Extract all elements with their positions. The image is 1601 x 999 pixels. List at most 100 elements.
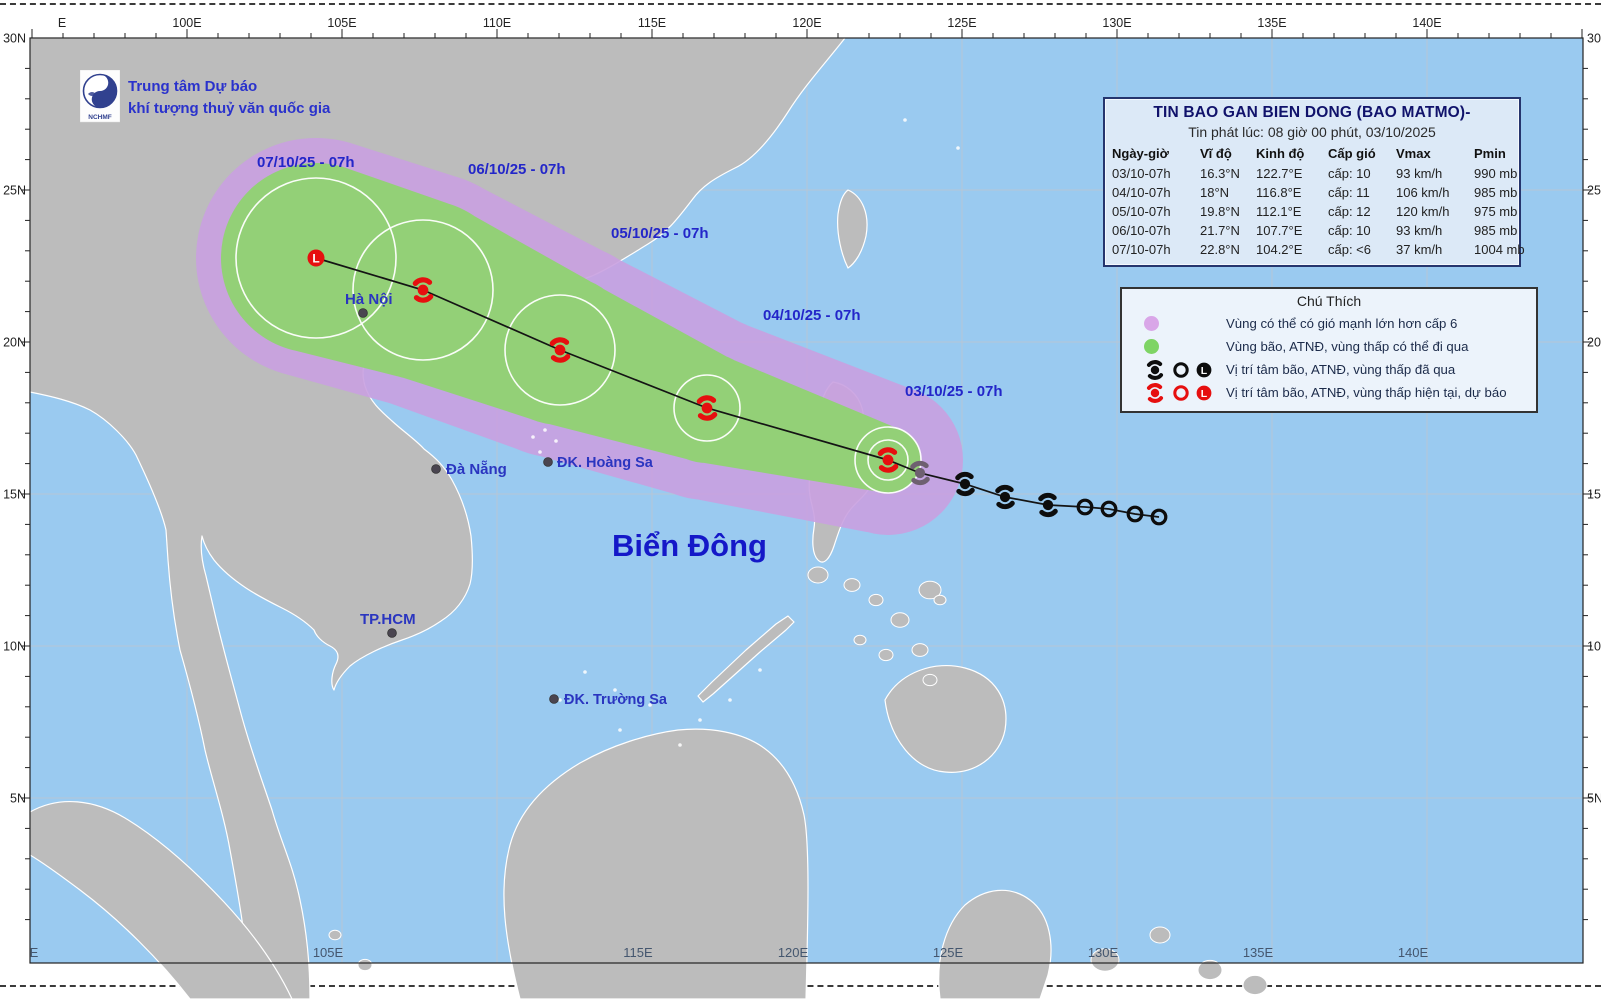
- forecast-table-cell: 93 km/h: [1396, 165, 1443, 181]
- landmass: [503, 728, 809, 999]
- track-date-label: 04/10/25 - 07h: [763, 307, 861, 324]
- landmass: [697, 615, 795, 703]
- island: [807, 566, 829, 584]
- axis-label-left: 25N: [3, 184, 26, 198]
- track-date-label: 03/10/25 - 07h: [905, 383, 1003, 400]
- agency-name-line1: Trung tâm Dự báo: [128, 78, 258, 95]
- islet-dot: [728, 698, 732, 702]
- current-position-ring: [854, 426, 922, 494]
- forecast-typhoon-icon: [412, 277, 434, 303]
- island: [1197, 959, 1223, 981]
- track-date-label: 05/10/25 - 07h: [611, 225, 709, 242]
- axis-label-left: 10N: [3, 640, 26, 654]
- forecast-table-cell: 985 mb: [1474, 184, 1518, 200]
- island: [890, 612, 910, 628]
- islet-dot: [956, 146, 960, 150]
- city-dot: [358, 308, 368, 318]
- green-area-swatch-icon: [1144, 339, 1159, 354]
- legend-item: Vùng bão, ATNĐ, vùng thấp có thể đi qua: [1130, 335, 1528, 358]
- forecast-table-header: Ngày-giờ: [1112, 146, 1169, 161]
- forecast-table: Ngày-giờ Vĩ độ Kinh độ Cấp gió Vmax Pmin 03/10…: [1112, 144, 1525, 258]
- legend-item-label: Vị trí tâm bão, ATNĐ, vùng thấp hiện tại…: [1226, 385, 1507, 400]
- legend-item: Vùng có thể có gió mạnh lớn hơn cấp 6: [1130, 312, 1528, 335]
- forecast-table-header: Vĩ độ: [1200, 146, 1232, 161]
- forecast-uncertainty-circle: [504, 294, 616, 406]
- legend-symbol: [1130, 316, 1226, 331]
- forecast-table-cell: 975 mb: [1474, 203, 1518, 219]
- forecast-table-cell: 106 km/h: [1396, 184, 1450, 200]
- city-label: ĐK. Trường Sa: [564, 692, 668, 708]
- track-date-label: 06/10/25 - 07h: [468, 161, 566, 178]
- forecast-table-cell: 116.8°E: [1256, 184, 1302, 200]
- islet-dot: [903, 118, 907, 122]
- axis-label-bottom: 120E: [778, 945, 809, 960]
- islet-dot: [538, 450, 542, 454]
- forecast-table-cell: 22.8°N: [1200, 241, 1240, 257]
- sea-name-label: Biển Đông: [612, 528, 767, 563]
- axis-label-bottom: 130E: [1088, 945, 1119, 960]
- logo-caption: NCHMF: [88, 114, 111, 121]
- forecast-table-cell: 985 mb: [1474, 222, 1518, 238]
- forecast-table-header: Pmin: [1474, 146, 1506, 161]
- axis-label-right: 30N: [1587, 32, 1601, 46]
- forecast-table-cell: 07/10-07h: [1112, 241, 1171, 257]
- landmass: [29, 801, 293, 999]
- svg-text:L: L: [1201, 365, 1208, 377]
- islet-dot: [531, 435, 535, 439]
- nchmf-logo-icon: NCHMF: [80, 70, 120, 123]
- forecast-low-icon: L: [307, 249, 325, 267]
- axis-label-bottom: 115E: [623, 945, 653, 960]
- forecast-typhoon-icon: [549, 337, 571, 363]
- island: [911, 643, 929, 657]
- track-date-label: 07/10/25 - 07h: [257, 154, 355, 171]
- forecast-table-cell: 19.8°N: [1200, 203, 1240, 219]
- forecast-table-cell: 112.1°E: [1256, 203, 1302, 219]
- island: [878, 648, 894, 662]
- past-position-circle-icon: [1150, 508, 1168, 526]
- past-typhoon-icon: [910, 460, 930, 486]
- axis-label-top: 105E: [327, 16, 356, 30]
- axis-label-right: 5N: [1587, 792, 1601, 806]
- city-dot: [431, 464, 441, 474]
- forecast-table-cell: cấp: 10: [1328, 222, 1371, 238]
- svg-text:L: L: [312, 252, 319, 266]
- past-position-circle-icon: [1076, 498, 1094, 516]
- forecast-table-cell: 120 km/h: [1396, 203, 1450, 219]
- island: [868, 593, 884, 607]
- islet-dot: [554, 439, 558, 443]
- storm-passage-area: [221, 163, 921, 493]
- forecast-table-cell: cấp: 12: [1328, 203, 1371, 219]
- forecast-uncertainty-circle: [673, 374, 741, 442]
- legend-item: L Vị trí tâm bão, ATNĐ, vùng thấp đã qua: [1130, 358, 1528, 381]
- axis-label-left: 30N: [3, 32, 26, 46]
- past-typhoon-icon: [955, 471, 975, 497]
- legend-symbol: [1130, 339, 1226, 354]
- forecast-table-cell: 18°N: [1200, 184, 1230, 200]
- island: [1242, 974, 1268, 996]
- island: [357, 958, 373, 972]
- islet-dot: [583, 670, 587, 674]
- landmass: [938, 889, 1052, 999]
- top-dashed-border: [0, 3, 1601, 5]
- legend-title: Chú Thích: [1296, 293, 1362, 309]
- axis-label-top: 130E: [1102, 16, 1131, 30]
- forecast-table-header: Vmax: [1396, 146, 1431, 161]
- axis-label-right: 20N: [1587, 336, 1601, 350]
- islet-dot: [558, 698, 562, 702]
- legend-symbol: L: [1130, 359, 1226, 381]
- axis-label-bottom: 125E: [933, 945, 964, 960]
- axis-label-left: 15N: [3, 488, 26, 502]
- forecast-table-cell: 16.3°N: [1200, 165, 1240, 181]
- forecast-markers-icon: L: [1146, 382, 1212, 403]
- axis-label-partial: E: [58, 16, 66, 30]
- past-typhoon-icon: [1038, 492, 1058, 518]
- legend-item: L Vị trí tâm bão, ATNĐ, vùng thấp hiện tạ…: [1130, 381, 1528, 404]
- legend-item-label: Vùng có thể có gió mạnh lớn hơn cấp 6: [1226, 316, 1458, 331]
- island: [933, 594, 947, 606]
- islet-dot: [678, 743, 682, 747]
- forecast-table-cell: 122.7°E: [1256, 165, 1303, 181]
- forecast-table-cell: 1004 mb: [1474, 241, 1525, 257]
- agency-name-line2: khí tượng thuỷ văn quốc gia: [128, 100, 331, 117]
- landmass: [837, 189, 868, 269]
- forecast-typhoon-icon: [877, 447, 899, 473]
